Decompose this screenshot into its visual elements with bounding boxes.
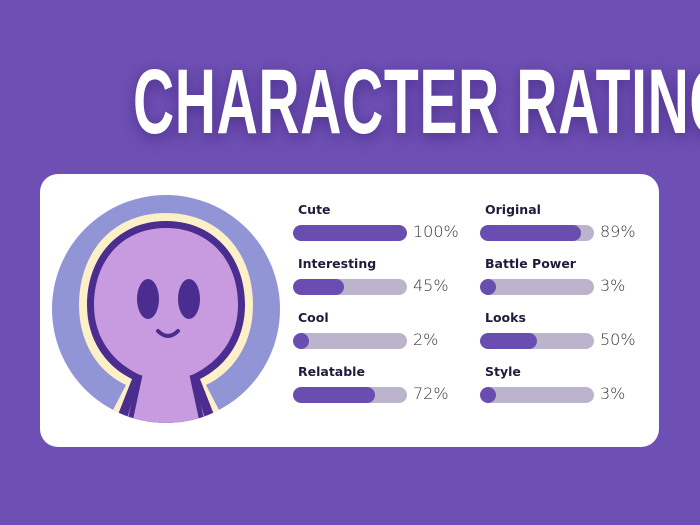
stat-style: Style 3%	[480, 364, 660, 414]
stat-label: Interesting	[298, 256, 377, 271]
progress-bar	[293, 225, 407, 241]
progress-bar	[293, 279, 407, 295]
progress-fill	[293, 333, 309, 349]
character-avatar	[52, 195, 280, 423]
progress-fill	[480, 333, 537, 349]
stat-cool: Cool 2%	[293, 310, 473, 360]
progress-bar	[480, 279, 594, 295]
stat-battle-power: Battle Power 3%	[480, 256, 660, 306]
stat-label: Style	[485, 364, 521, 379]
stat-looks: Looks 50%	[480, 310, 660, 360]
progress-bar	[480, 333, 594, 349]
stat-value: 50%	[600, 330, 636, 349]
stat-label: Relatable	[298, 364, 365, 379]
progress-fill	[293, 387, 376, 403]
stat-value: 3%	[600, 384, 626, 403]
stat-relatable: Relatable 72%	[293, 364, 473, 414]
progress-bar	[293, 333, 407, 349]
progress-fill	[480, 225, 582, 241]
stat-label: Battle Power	[485, 256, 576, 271]
progress-fill	[293, 279, 345, 295]
progress-bar	[480, 387, 594, 403]
stat-value: 72%	[413, 384, 449, 403]
stat-label: Looks	[485, 310, 526, 325]
progress-fill	[293, 225, 407, 241]
stat-value: 2%	[413, 330, 439, 349]
stat-value: 3%	[600, 276, 626, 295]
stat-value: 89%	[600, 222, 636, 241]
stat-cute: Cute 100%	[293, 202, 473, 252]
stat-label: Cute	[298, 202, 331, 217]
stat-value: 100%	[413, 222, 459, 241]
stat-original: Original 89%	[480, 202, 660, 252]
stat-label: Original	[485, 202, 541, 217]
progress-fill	[480, 387, 496, 403]
progress-bar	[480, 225, 594, 241]
smiling-character-icon	[52, 195, 280, 423]
progress-bar	[293, 387, 407, 403]
stat-value: 45%	[413, 276, 449, 295]
rating-card: Cute 100% Interesting 45% Cool 2% Relata…	[40, 174, 659, 447]
page-title: CHARACTER RATING	[133, 51, 700, 153]
stat-interesting: Interesting 45%	[293, 256, 473, 306]
progress-fill	[480, 279, 496, 295]
stat-label: Cool	[298, 310, 329, 325]
